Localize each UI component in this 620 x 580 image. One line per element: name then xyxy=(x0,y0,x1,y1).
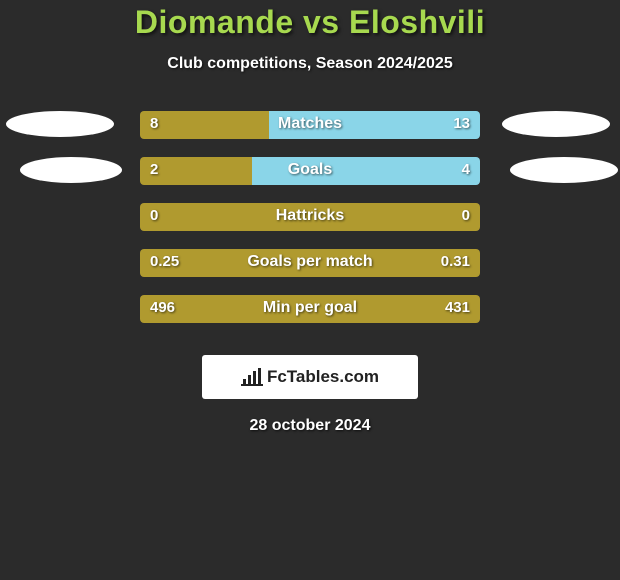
stat-row: 0.250.31Goals per match xyxy=(0,249,620,295)
stat-row: 496431Min per goal xyxy=(0,295,620,341)
bar-chart-icon xyxy=(241,368,263,386)
bar-track xyxy=(140,295,480,323)
stat-value-right: 431 xyxy=(445,299,470,316)
stat-value-left: 8 xyxy=(150,115,158,132)
bar-left xyxy=(140,249,480,277)
bar-left xyxy=(140,203,480,231)
bar-track xyxy=(140,157,480,185)
bar-track xyxy=(140,203,480,231)
stat-value-left: 496 xyxy=(150,299,175,316)
page-title: Diomande vs Eloshvili xyxy=(0,4,620,41)
brand-box[interactable]: FcTables.com xyxy=(202,355,418,399)
bar-right xyxy=(252,157,480,185)
stat-value-left: 0.25 xyxy=(150,253,179,270)
comparison-infographic: Diomande vs Eloshvili Club competitions,… xyxy=(0,0,620,435)
bar-track xyxy=(140,111,480,139)
stat-value-left: 2 xyxy=(150,161,158,178)
stat-row: 24Goals xyxy=(0,157,620,203)
bar-left xyxy=(140,295,480,323)
bar-left xyxy=(140,111,269,139)
stats-rows: 813Matches24Goals00Hattricks0.250.31Goal… xyxy=(0,111,620,341)
stat-value-right: 13 xyxy=(453,115,470,132)
stat-row: 00Hattricks xyxy=(0,203,620,249)
stat-value-left: 0 xyxy=(150,207,158,224)
bar-right xyxy=(269,111,480,139)
stat-value-right: 0.31 xyxy=(441,253,470,270)
footer-date: 28 october 2024 xyxy=(0,417,620,435)
stat-row: 813Matches xyxy=(0,111,620,157)
subtitle: Club competitions, Season 2024/2025 xyxy=(0,55,620,73)
brand-text: FcTables.com xyxy=(267,367,379,387)
stat-value-right: 4 xyxy=(462,161,470,178)
bar-track xyxy=(140,249,480,277)
stat-value-right: 0 xyxy=(462,207,470,224)
